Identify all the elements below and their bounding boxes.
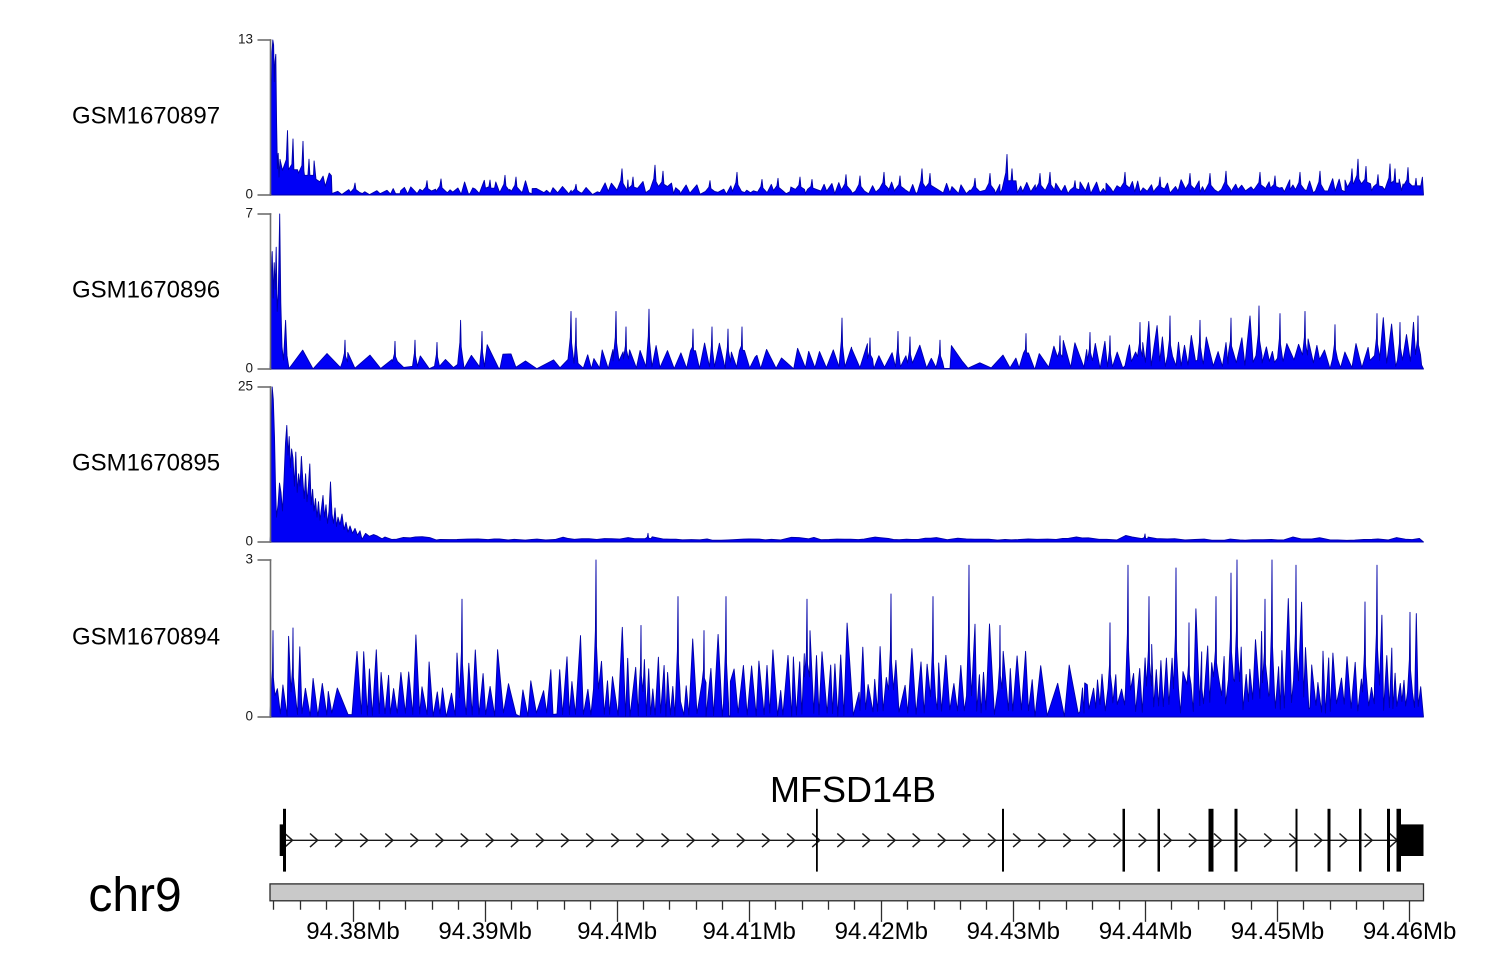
svg-text:chr9: chr9 <box>88 869 181 922</box>
svg-text:GSM1670895: GSM1670895 <box>72 450 220 477</box>
svg-text:0: 0 <box>245 187 253 202</box>
svg-text:94.39Mb: 94.39Mb <box>438 918 531 945</box>
svg-text:94.44Mb: 94.44Mb <box>1099 918 1192 945</box>
svg-text:25: 25 <box>238 379 253 394</box>
svg-text:94.42Mb: 94.42Mb <box>835 918 928 945</box>
svg-text:3: 3 <box>245 552 253 567</box>
svg-text:94.43Mb: 94.43Mb <box>967 918 1060 945</box>
svg-text:94.4Mb: 94.4Mb <box>577 918 657 945</box>
svg-text:7: 7 <box>245 206 253 221</box>
svg-text:0: 0 <box>245 361 253 376</box>
svg-text:GSM1670896: GSM1670896 <box>72 277 220 304</box>
svg-text:GSM1670897: GSM1670897 <box>72 103 220 130</box>
svg-text:94.41Mb: 94.41Mb <box>702 918 795 945</box>
svg-text:94.45Mb: 94.45Mb <box>1231 918 1324 945</box>
svg-text:MFSD14B: MFSD14B <box>770 769 936 810</box>
svg-text:0: 0 <box>245 709 253 724</box>
svg-text:GSM1670894: GSM1670894 <box>72 624 220 651</box>
svg-text:94.38Mb: 94.38Mb <box>306 918 399 945</box>
svg-text:13: 13 <box>238 32 253 47</box>
svg-text:0: 0 <box>245 534 253 549</box>
svg-text:94.46Mb: 94.46Mb <box>1363 918 1456 945</box>
